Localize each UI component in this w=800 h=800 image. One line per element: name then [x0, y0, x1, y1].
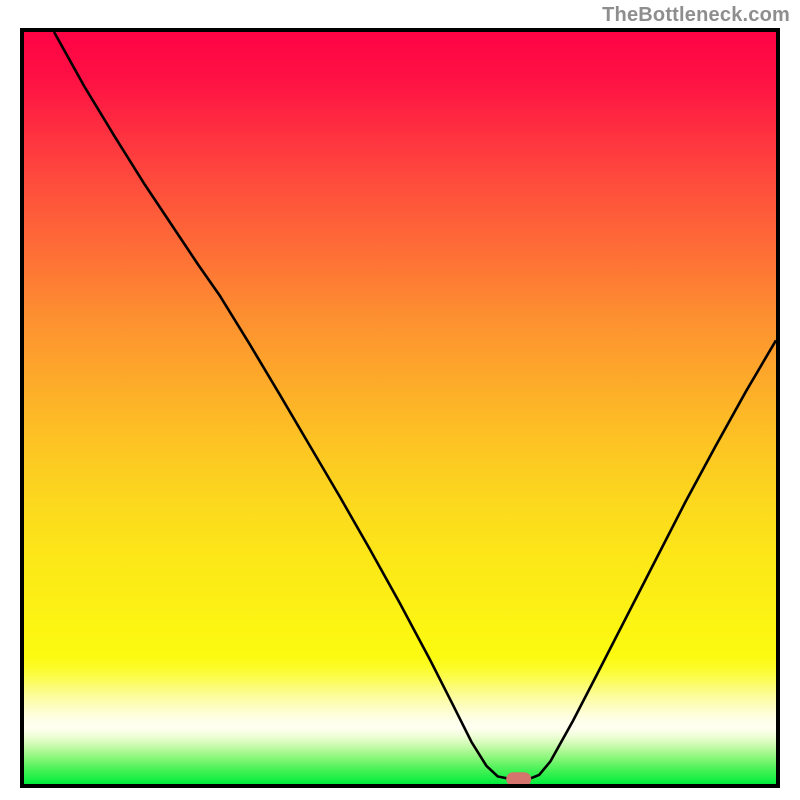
minimum-marker: [506, 773, 532, 787]
watermark-text: TheBottleneck.com: [602, 4, 790, 27]
plot-area: [20, 28, 780, 788]
bottleneck-curve: [24, 32, 776, 784]
